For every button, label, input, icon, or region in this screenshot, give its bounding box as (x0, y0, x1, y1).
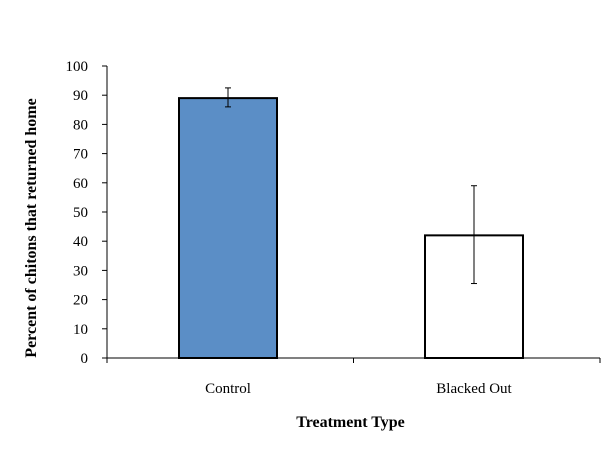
x-axis-ticks (106, 358, 601, 363)
bar-control (178, 97, 278, 360)
y-axis-ticks: 0 10 20 30 40 50 60 70 80 90 100 (66, 59, 107, 367)
x-category-label: Control (205, 381, 251, 397)
y-tick-label: 0 (81, 351, 89, 367)
y-tick-label: 60 (73, 176, 88, 192)
bars (178, 97, 524, 360)
y-axis-title: Percent of chitons that returned home (23, 98, 40, 357)
y-tick-label: 30 (73, 263, 88, 279)
y-tick-label: 50 (73, 205, 88, 221)
y-tick-label: 90 (73, 88, 88, 104)
y-tick-label: 70 (73, 147, 88, 163)
error-bars (225, 87, 477, 285)
error-bar (225, 87, 231, 108)
y-tick-label: 10 (73, 322, 88, 338)
y-tick-label: 40 (73, 234, 88, 250)
y-tick-label: 80 (73, 117, 88, 133)
y-tick-label: 100 (66, 59, 89, 75)
x-category-label: Blacked Out (436, 381, 512, 397)
x-axis-categories: Control Blacked Out (205, 381, 512, 397)
y-tick-label: 20 (73, 293, 88, 309)
error-bar (471, 185, 477, 285)
x-axis-title: Treatment Type (296, 414, 405, 431)
